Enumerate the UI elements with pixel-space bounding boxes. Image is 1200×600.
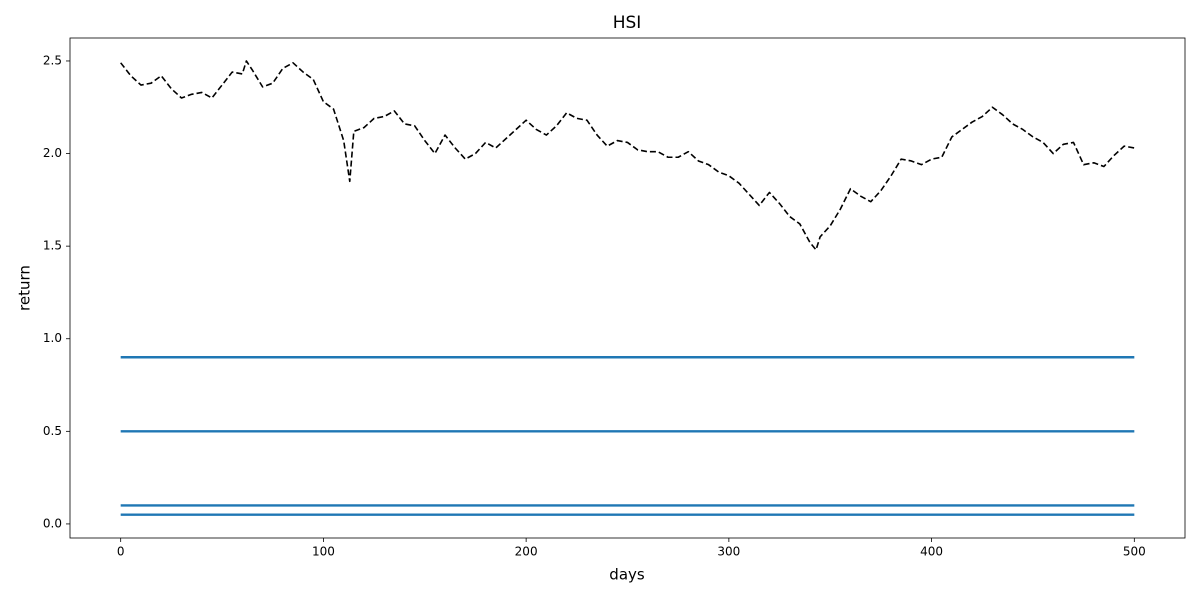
y-tick-label: 2.0 bbox=[43, 146, 62, 160]
x-axis-label: days bbox=[609, 566, 645, 584]
chart-title: HSI bbox=[613, 13, 642, 33]
y-tick-label: 2.5 bbox=[43, 53, 62, 67]
y-tick-label: 1.0 bbox=[43, 331, 62, 345]
y-axis-label: return bbox=[16, 265, 34, 311]
x-tick-label: 200 bbox=[515, 545, 538, 559]
y-tick-label: 0.5 bbox=[43, 424, 62, 438]
y-tick-label: 0.0 bbox=[43, 516, 62, 530]
data-line bbox=[120, 60, 1135, 251]
x-tick-label: 300 bbox=[717, 545, 740, 559]
x-tick-label: 0 bbox=[117, 545, 125, 559]
x-tick-label: 500 bbox=[1123, 545, 1146, 559]
x-tick-label: 100 bbox=[312, 545, 335, 559]
x-tick-label: 400 bbox=[920, 545, 943, 559]
y-tick-label: 1.5 bbox=[43, 239, 62, 253]
plot-frame bbox=[69, 37, 1186, 539]
